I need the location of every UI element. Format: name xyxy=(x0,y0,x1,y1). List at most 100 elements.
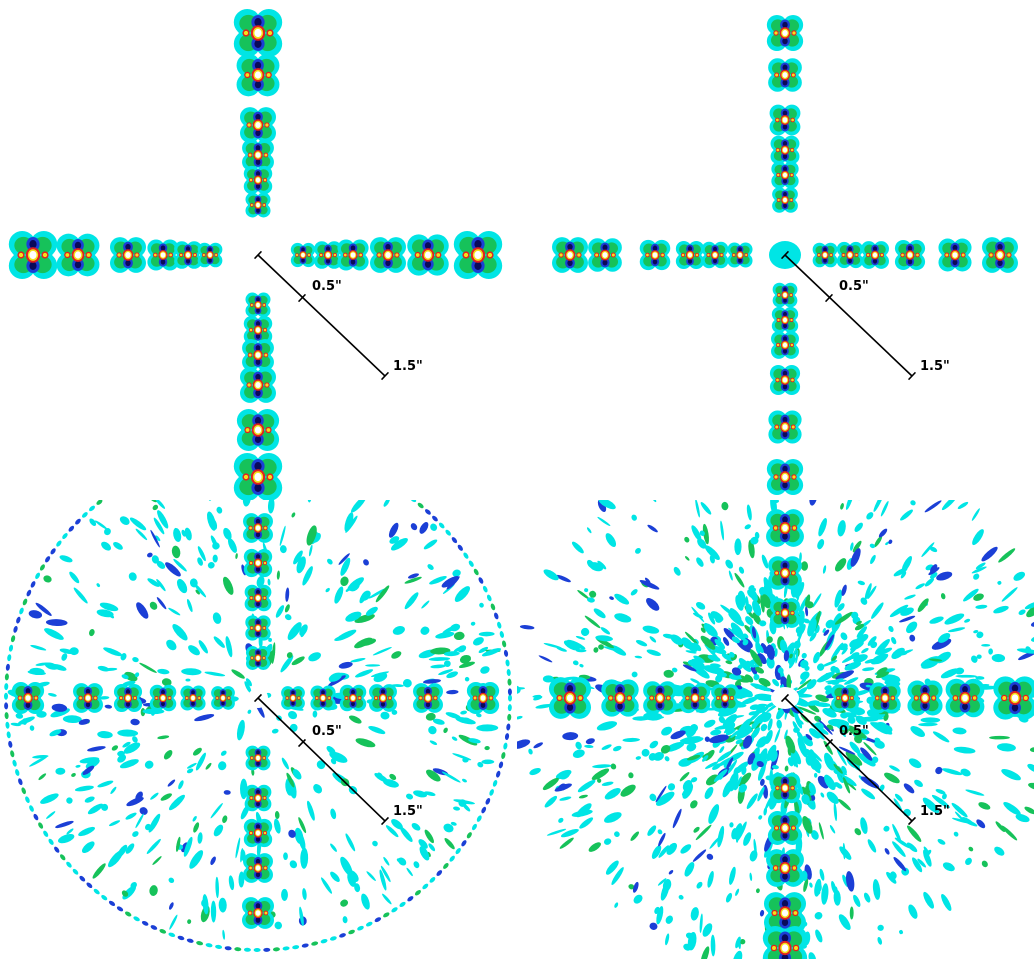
psf-star xyxy=(243,853,273,883)
psf-star xyxy=(109,237,147,273)
psf-star xyxy=(245,745,271,771)
psf-star xyxy=(233,452,283,500)
psf-star xyxy=(639,239,671,271)
psf-star xyxy=(770,135,800,165)
psf-star xyxy=(727,242,753,268)
psf-star xyxy=(242,139,274,171)
psf-star xyxy=(245,192,271,218)
psf-star xyxy=(243,548,273,578)
psf-star xyxy=(180,685,206,711)
psf-star xyxy=(768,556,802,590)
psf-star xyxy=(8,230,58,280)
scale-label-outer: 1.5" xyxy=(920,804,950,819)
psf-star xyxy=(243,165,273,195)
psf-star xyxy=(588,238,622,272)
psf-star xyxy=(763,892,807,934)
psf-map-top-right: 0.5" 1.5" xyxy=(552,14,1018,496)
psf-star xyxy=(643,681,677,715)
psf-star xyxy=(197,242,223,268)
psf-star xyxy=(766,458,804,496)
psf-star xyxy=(337,239,369,271)
psf-star xyxy=(701,241,729,269)
psf-star xyxy=(768,58,802,92)
psf-star xyxy=(907,680,943,716)
psf-star xyxy=(339,684,367,712)
psf-star xyxy=(369,684,397,712)
psf-star xyxy=(236,53,280,97)
psf-star xyxy=(281,686,305,710)
scale-label-outer: 1.5" xyxy=(393,804,423,819)
star-grid xyxy=(8,8,503,500)
panel-top-right: 0.5" 1.5" xyxy=(517,0,1034,500)
star-grid xyxy=(552,14,1018,496)
psf-star xyxy=(149,684,177,712)
psf-star xyxy=(243,315,273,345)
psf-star xyxy=(766,509,804,547)
psf-star xyxy=(211,686,235,710)
panel-bottom-left: 0.5" 1.5" xyxy=(0,500,517,959)
scale-bar: 0.5" 1.5" xyxy=(253,250,423,381)
psf-star xyxy=(73,683,103,713)
psf-star xyxy=(675,240,705,270)
psf-star xyxy=(861,241,889,269)
psf-star xyxy=(113,684,143,712)
psf-star xyxy=(314,241,342,269)
psf-star xyxy=(769,364,801,396)
psf-star xyxy=(245,615,271,641)
psf-star xyxy=(766,14,804,52)
psf-star xyxy=(245,646,271,670)
psf-star xyxy=(679,682,711,714)
scale-bar: 0.5" 1.5" xyxy=(780,250,950,381)
scale-label-inner: 0.5" xyxy=(312,279,342,294)
psf-star xyxy=(242,339,274,371)
psf-star xyxy=(241,897,275,929)
psf-star xyxy=(244,584,272,612)
psf-star xyxy=(945,678,985,718)
psf-star xyxy=(993,676,1034,720)
panel-bottom-right: 0.5" 1.5" xyxy=(517,500,1034,959)
psf-star xyxy=(56,233,100,277)
psf-star xyxy=(938,238,972,272)
psf-star xyxy=(236,409,280,451)
psf-star xyxy=(601,679,639,717)
psf-map-bottom-left: 0.5" 1.5" xyxy=(4,500,512,952)
psf-star xyxy=(768,410,802,444)
scale-label-outer: 1.5" xyxy=(920,359,950,374)
psf-star xyxy=(11,681,45,715)
psf-map-bottom-right: 0.5" 1.5" xyxy=(517,500,1034,959)
psf-star xyxy=(239,367,277,403)
psf-star xyxy=(869,682,901,714)
psf-star xyxy=(243,513,273,543)
psf-star xyxy=(233,8,283,58)
psf-star xyxy=(552,237,588,273)
psf-star xyxy=(771,161,799,189)
psf-star xyxy=(369,237,407,273)
psf-star xyxy=(244,784,272,812)
psf-star xyxy=(413,683,443,713)
psf-star xyxy=(772,187,798,213)
star-grid xyxy=(548,509,1034,959)
psf-star xyxy=(548,677,592,719)
aperture-rim xyxy=(4,500,512,952)
scale-label-inner: 0.5" xyxy=(839,279,869,294)
psf-star xyxy=(310,685,336,711)
psf-star xyxy=(812,242,838,268)
psf-star xyxy=(769,104,801,136)
residual-noise xyxy=(7,500,502,940)
psf-star xyxy=(239,107,277,143)
psf-star xyxy=(766,849,804,887)
scale-bar: 0.5" 1.5" xyxy=(253,693,423,826)
psf-star xyxy=(711,684,739,712)
psf-star xyxy=(243,818,273,848)
psf-star xyxy=(771,331,799,359)
psf-star xyxy=(769,598,801,628)
scale-bar: 0.5" 1.5" xyxy=(780,693,950,826)
psf-star xyxy=(771,306,799,334)
psf-star xyxy=(762,925,808,959)
star-grid xyxy=(11,513,500,929)
psf-star xyxy=(453,230,503,280)
psf-star xyxy=(147,239,179,271)
scale-label-inner: 0.5" xyxy=(839,724,869,739)
scale-label-inner: 0.5" xyxy=(312,724,342,739)
